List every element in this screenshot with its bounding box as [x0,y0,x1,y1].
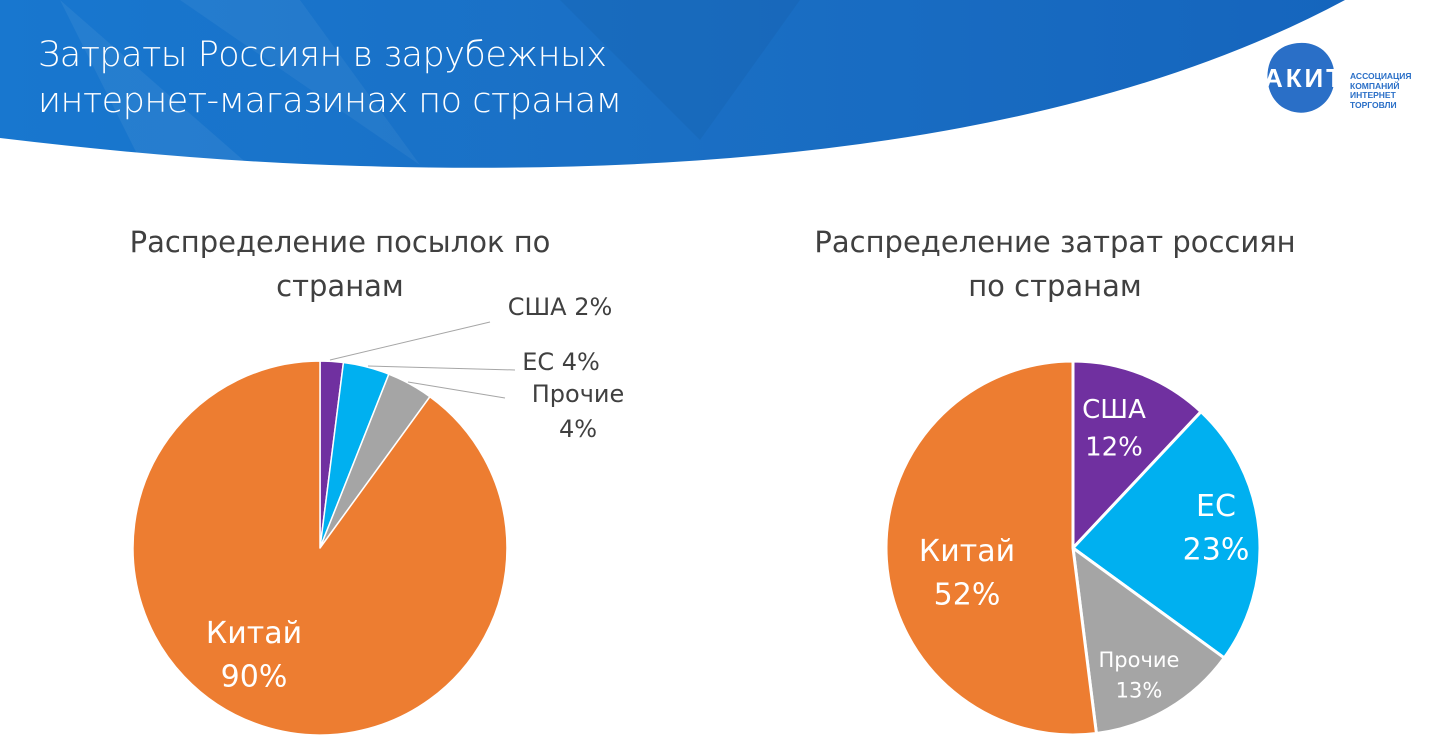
slide-title-line1: Затраты Россиян в зарубежных [38,35,607,75]
logo-text-line: АССОЦИАЦИЯ [1350,71,1412,81]
pie-slice-ЕС [1071,410,1262,660]
data-label-Китай: Китай 52% [919,534,1015,613]
pie-chart-2: США 12% ЕС 23% Прочие 13% Китай 52% [884,359,1262,737]
logo-text: АССОЦИАЦИЯ КОМПАНИЙ ИНТЕРНЕТ ТОРГОВЛИ [1350,71,1412,110]
logo-mark: АКИТ [1264,42,1342,113]
data-label-США: США 2% [508,293,613,321]
leader-line [367,365,516,371]
header-banner [0,0,1345,168]
pie-slice-Китай [884,359,1098,737]
leader-line [329,321,491,361]
data-label-Прочие: Прочие 4% [532,380,625,443]
chart2-title-line1: Распределение затрат россиян [814,225,1296,259]
data-label-ЕС: ЕС 4% [522,348,600,376]
chart1-title-line1: Распределение посылок по [129,225,551,259]
leader-line [407,381,506,399]
chart1-title-line2: странам [276,269,404,303]
data-label-ЕС: ЕС 23% [1183,489,1250,568]
slide-title-line2: интернет-магазинах по странам [38,81,622,121]
chart2-title-line2: по странам [968,269,1142,303]
chart2-title: Распределение затрат россиян по странам [790,220,1320,308]
pie-slice-Китай [132,360,508,736]
data-label-США: США 12% [1082,395,1146,463]
data-label-Китай: Китай 90% [206,616,302,695]
pie-slice-США [1071,359,1203,550]
logo-text-line: КОМПАНИЙ [1350,80,1400,91]
akit-logo: АКИТ АССОЦИАЦИЯ КОМПАНИЙ ИНТЕРНЕТ ТОРГОВ… [1262,40,1452,120]
data-label-Прочие: Прочие 13% [1099,648,1180,702]
logo-text-line: ТОРГОВЛИ [1350,99,1397,110]
slide-title: Затраты Россиян в зарубежных интернет-ма… [38,32,622,124]
pie-chart-1: США 2% ЕС 4% Прочие 4% Китай 90% [132,293,625,736]
logo-text-line: ИНТЕРНЕТ [1350,90,1396,100]
pie-slice-Прочие [1071,546,1226,736]
chart1-title: Распределение посылок по странам [100,220,580,308]
